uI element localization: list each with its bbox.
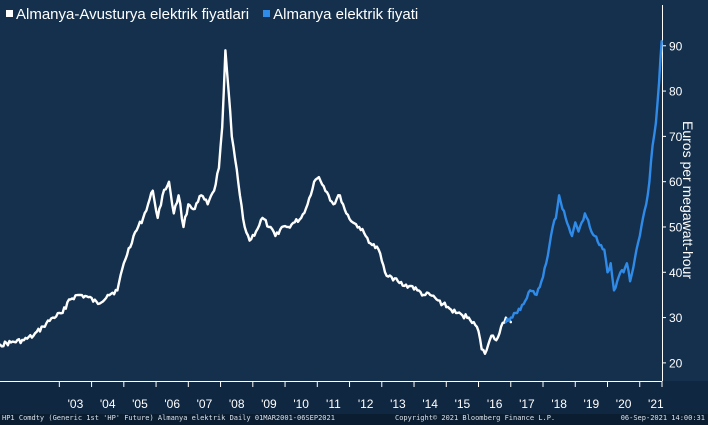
y-tick-label: 20 — [669, 356, 683, 370]
y-tick-label: 90 — [669, 39, 683, 53]
x-tick-label: '08 — [229, 397, 245, 411]
x-tick-label: '05 — [132, 397, 148, 411]
series-line-germany — [504, 40, 663, 324]
legend-swatch-austria — [6, 10, 13, 17]
x-tick-label: '16 — [487, 397, 503, 411]
legend-item-germany: Almanya elektrik fiyati — [263, 6, 418, 23]
x-tick-label: '07 — [197, 397, 213, 411]
footer-strip — [0, 414, 708, 425]
y-tick-label: 80 — [669, 85, 683, 99]
x-tick-label: '18 — [551, 397, 567, 411]
series-line-austria — [0, 49, 512, 355]
x-tick-label: '10 — [293, 397, 309, 411]
y-axis-label: Euros per megawatt-hour — [680, 121, 696, 279]
x-tick-label: '20 — [616, 397, 632, 411]
y-tick-label: 60 — [669, 175, 683, 189]
footer-timestamp: 06-Sep-2021 14:00:31 — [620, 414, 705, 422]
x-tick-label: '09 — [261, 397, 277, 411]
footer-source: HP1 Comdty (Generic 1st 'HP' Future) Alm… — [2, 414, 335, 422]
footer-copyright: Copyright© 2021 Bloomberg Finance L.P. — [395, 414, 556, 422]
x-tick-label: '13 — [390, 397, 406, 411]
x-tick-label: '04 — [100, 397, 116, 411]
x-tick-label: '11 — [326, 397, 341, 411]
legend-item-austria: Almanya-Avusturya elektrik fiyatlari — [6, 6, 249, 23]
y-tick-label: 50 — [669, 220, 683, 234]
legend-label-austria: Almanya-Avusturya elektrik fiyatlari — [16, 6, 250, 23]
y-tick-label: 30 — [669, 311, 683, 325]
y-tick-label: 70 — [669, 130, 683, 144]
x-tick-label: '17 — [519, 397, 535, 411]
legend-label-germany: Almanya elektrik fiyati — [273, 6, 419, 23]
x-tick-label: '14 — [422, 397, 438, 411]
x-tick-label: '06 — [164, 397, 180, 411]
legend-swatch-germany — [263, 10, 271, 17]
x-tick-label: '15 — [455, 397, 471, 411]
x-axis-band — [0, 381, 708, 414]
y-tick-label: 40 — [669, 266, 683, 280]
legend: Almanya-Avusturya elektrik fiyatlari Alma… — [6, 6, 432, 23]
x-tick-label: '03 — [68, 397, 84, 411]
x-tick-label: '21 — [648, 397, 664, 411]
plot-area — [0, 5, 662, 381]
x-tick-label: '12 — [358, 397, 374, 411]
x-tick-label: '19 — [584, 397, 600, 411]
